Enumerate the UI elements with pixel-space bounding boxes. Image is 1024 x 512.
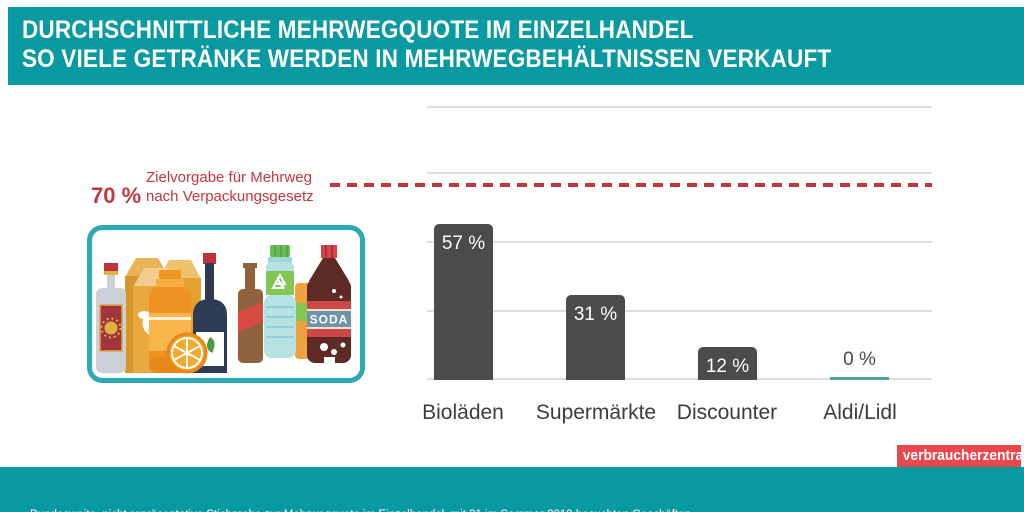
bar-chart-plot-area: 57 % 31 % 12 % 0 % [427, 106, 932, 380]
target-description: Zielvorgabe für Mehrweg nach Verpackungs… [146, 168, 314, 206]
logo-text: verbraucherzentrale [902, 447, 1024, 464]
category-label-biolaeden: Bioläden [422, 401, 504, 424]
bar-group-supermaerkte: 31 % [566, 106, 625, 380]
beverage-illustration: SODA [87, 225, 365, 383]
header-band: DURCHSCHNITTLICHE MEHRWEGQUOTE IM EINZEL… [8, 7, 1024, 85]
target-value-label: 70 % [91, 183, 142, 208]
verbraucherzentrale-logo: verbraucherzentrale [897, 445, 1024, 467]
target-description-line1: Zielvorgabe für Mehrweg [146, 169, 312, 186]
bar-group-aldi-lidl: 0 % [830, 106, 889, 380]
bar-value-biolaeden: 57 % [441, 233, 486, 254]
header-title: DURCHSCHNITTLICHE MEHRWEGQUOTE IM EINZEL… [22, 16, 831, 74]
soda-bottle-icon: SODA [307, 245, 351, 363]
bar-aldi-lidl [830, 377, 889, 380]
bar-value-supermaerkte: 31 % [573, 304, 618, 325]
recycle-icon [271, 272, 287, 289]
gridline-100pct [427, 106, 932, 108]
category-label-discounter: Discounter [676, 401, 778, 424]
header-title-line1: DURCHSCHNITTLICHE MEHRWEGQUOTE IM EINZEL… [22, 16, 694, 44]
water-bottle-icon [264, 245, 296, 358]
orange-slice-icon [166, 332, 208, 374]
gridline-50pct [427, 241, 932, 243]
target-dashed-line [330, 183, 932, 187]
category-label-supermaerkte: Supermärkte [535, 401, 657, 424]
footer-band: Bundesweite, nicht-repräsentative Stichp… [0, 467, 1024, 512]
bar-supermaerkte [566, 295, 625, 380]
target-description-line2: nach Verpackungsgesetz [146, 188, 314, 205]
footer-source-line: Bundesweite, nicht-repräsentative Stichp… [30, 507, 691, 512]
bar-group-discounter: 12 % [698, 106, 757, 380]
gridline-25pct [427, 310, 932, 312]
leaf-icon [206, 337, 215, 353]
header-title-line2: SO VIELE GETRÄNKE WERDEN IN MEHRWEGBEHÄL… [22, 45, 832, 73]
beer-bottle-icon [238, 263, 263, 363]
bar-biolaeden [434, 224, 493, 380]
baseline [427, 378, 932, 380]
soda-label: SODA [310, 313, 349, 327]
category-label-aldi-lidl: Aldi/Lidl [823, 401, 897, 424]
footer-text: Bundesweite, nicht-repräsentative Stichp… [30, 474, 691, 512]
gridline-75pct [427, 172, 932, 174]
bar-discounter [698, 347, 757, 380]
bar-value-aldi-lidl: 0 % [843, 349, 876, 370]
bar-value-discounter: 12 % [705, 356, 750, 377]
bar-group-biolaeden: 57 % [434, 106, 493, 380]
spirit-bottle-icon [96, 263, 126, 373]
